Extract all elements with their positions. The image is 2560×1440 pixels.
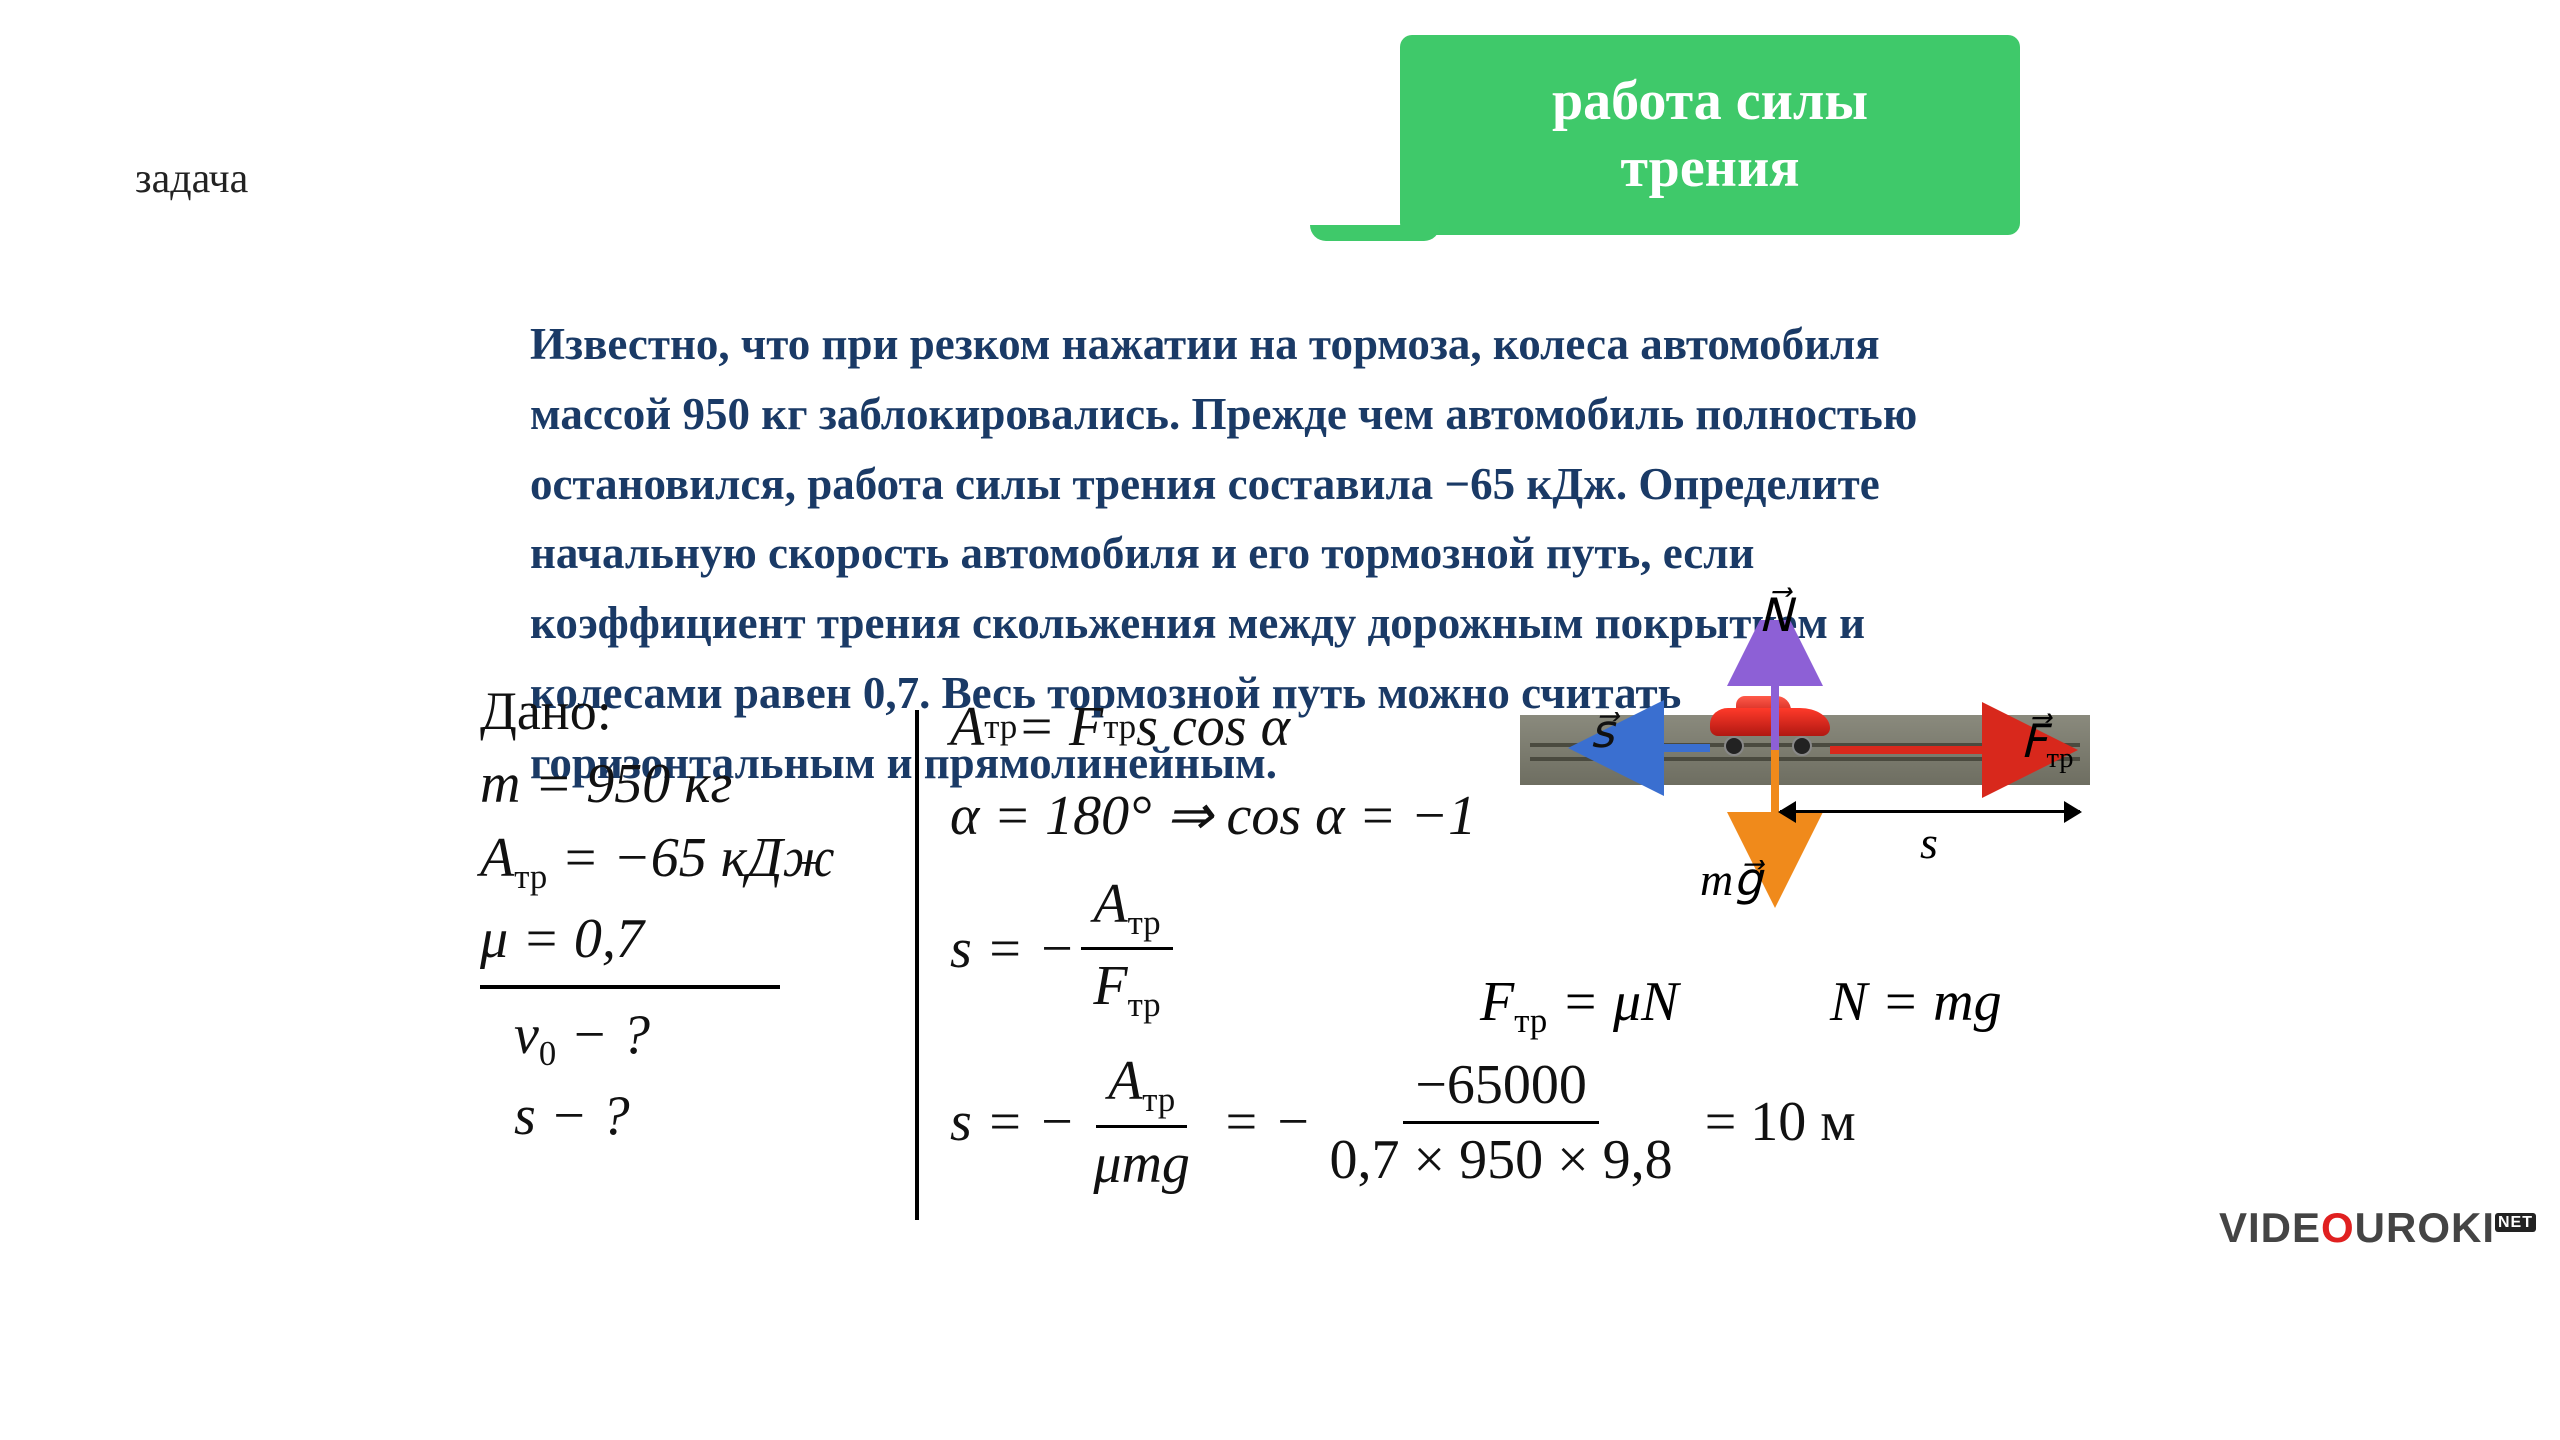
wm-pre: VIDE — [2219, 1204, 2321, 1251]
vectors-svg — [1520, 620, 2090, 920]
eq-ftr: Fтр = μN — [1480, 970, 1678, 1041]
eq-s2: s = − Aтр μmg = − −65000 0,7 × 950 × 9,8… — [950, 1049, 1856, 1195]
given-label: Дано: — [480, 680, 835, 742]
title-notch — [1310, 225, 1440, 241]
distance-span — [1780, 810, 2080, 813]
label-mg: mg⃗ — [1700, 852, 1762, 906]
given-A: Aтр = −65 кДж — [480, 826, 835, 897]
given-divider — [480, 985, 780, 989]
label-F: F⃗тр — [2020, 714, 2074, 775]
given-block: Дано: m = 950 кг Aтр = −65 кДж μ = 0,7 v… — [480, 680, 835, 1158]
label-s-vec: s⃗ — [1590, 704, 1614, 758]
vertical-divider — [915, 710, 919, 1220]
watermark: VIDEOUROKINET — [2219, 1204, 2536, 1252]
title-box: работа силы трения — [1400, 35, 2020, 235]
label-N: N⃗ — [1758, 588, 1792, 642]
force-diagram: N⃗ s⃗ F⃗тр mg⃗ s — [1520, 620, 2090, 920]
title-line2: трения — [1620, 135, 1799, 202]
task-label: задача — [135, 155, 248, 203]
given-m: m = 950 кг — [480, 752, 835, 816]
find-s: s − ? — [480, 1084, 835, 1148]
eq-n: N = mg — [1830, 970, 2002, 1034]
wm-post: UROKI — [2355, 1204, 2495, 1251]
find-v0: v0 − ? — [480, 1003, 835, 1074]
wm-mid: O — [2321, 1204, 2355, 1251]
title-line1: работа силы — [1552, 68, 1868, 135]
given-mu: μ = 0,7 — [480, 907, 835, 971]
label-s-dist: s — [1920, 816, 1938, 869]
wm-suffix: NET — [2495, 1213, 2536, 1232]
